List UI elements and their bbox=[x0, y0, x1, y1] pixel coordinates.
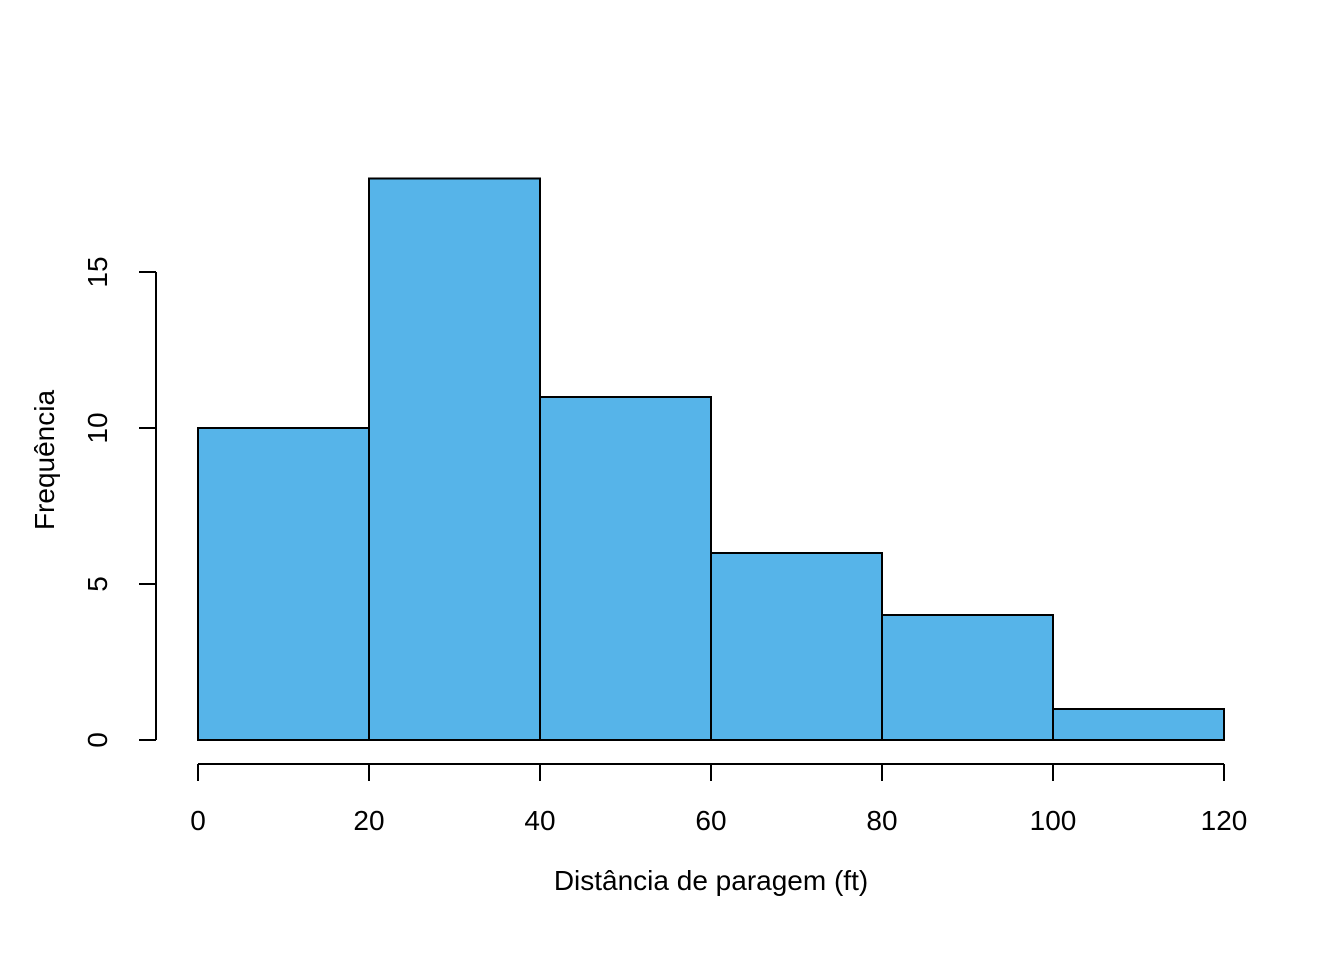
histogram-bar bbox=[1052, 707, 1225, 741]
histogram-bar bbox=[539, 395, 712, 741]
y-axis-title: Frequência bbox=[29, 389, 60, 531]
x-tick-label: 20 bbox=[353, 805, 384, 836]
x-tick-label: 0 bbox=[190, 805, 206, 836]
histogram-bar bbox=[197, 427, 370, 741]
y-tick-label: 0 bbox=[82, 732, 113, 748]
x-tick-label: 40 bbox=[524, 805, 555, 836]
histogram-bar bbox=[881, 614, 1054, 742]
x-tick-label: 100 bbox=[1030, 805, 1077, 836]
histogram-bar bbox=[710, 551, 883, 741]
x-tick-label: 60 bbox=[695, 805, 726, 836]
histogram-bar bbox=[368, 177, 541, 741]
y-tick-label: 10 bbox=[82, 412, 113, 443]
y-tick-label: 15 bbox=[82, 256, 113, 287]
x-tick-label: 120 bbox=[1201, 805, 1248, 836]
x-axis-title: Distância de paragem (ft) bbox=[553, 865, 869, 896]
x-tick-label: 80 bbox=[866, 805, 897, 836]
y-tick-label: 5 bbox=[82, 576, 113, 592]
